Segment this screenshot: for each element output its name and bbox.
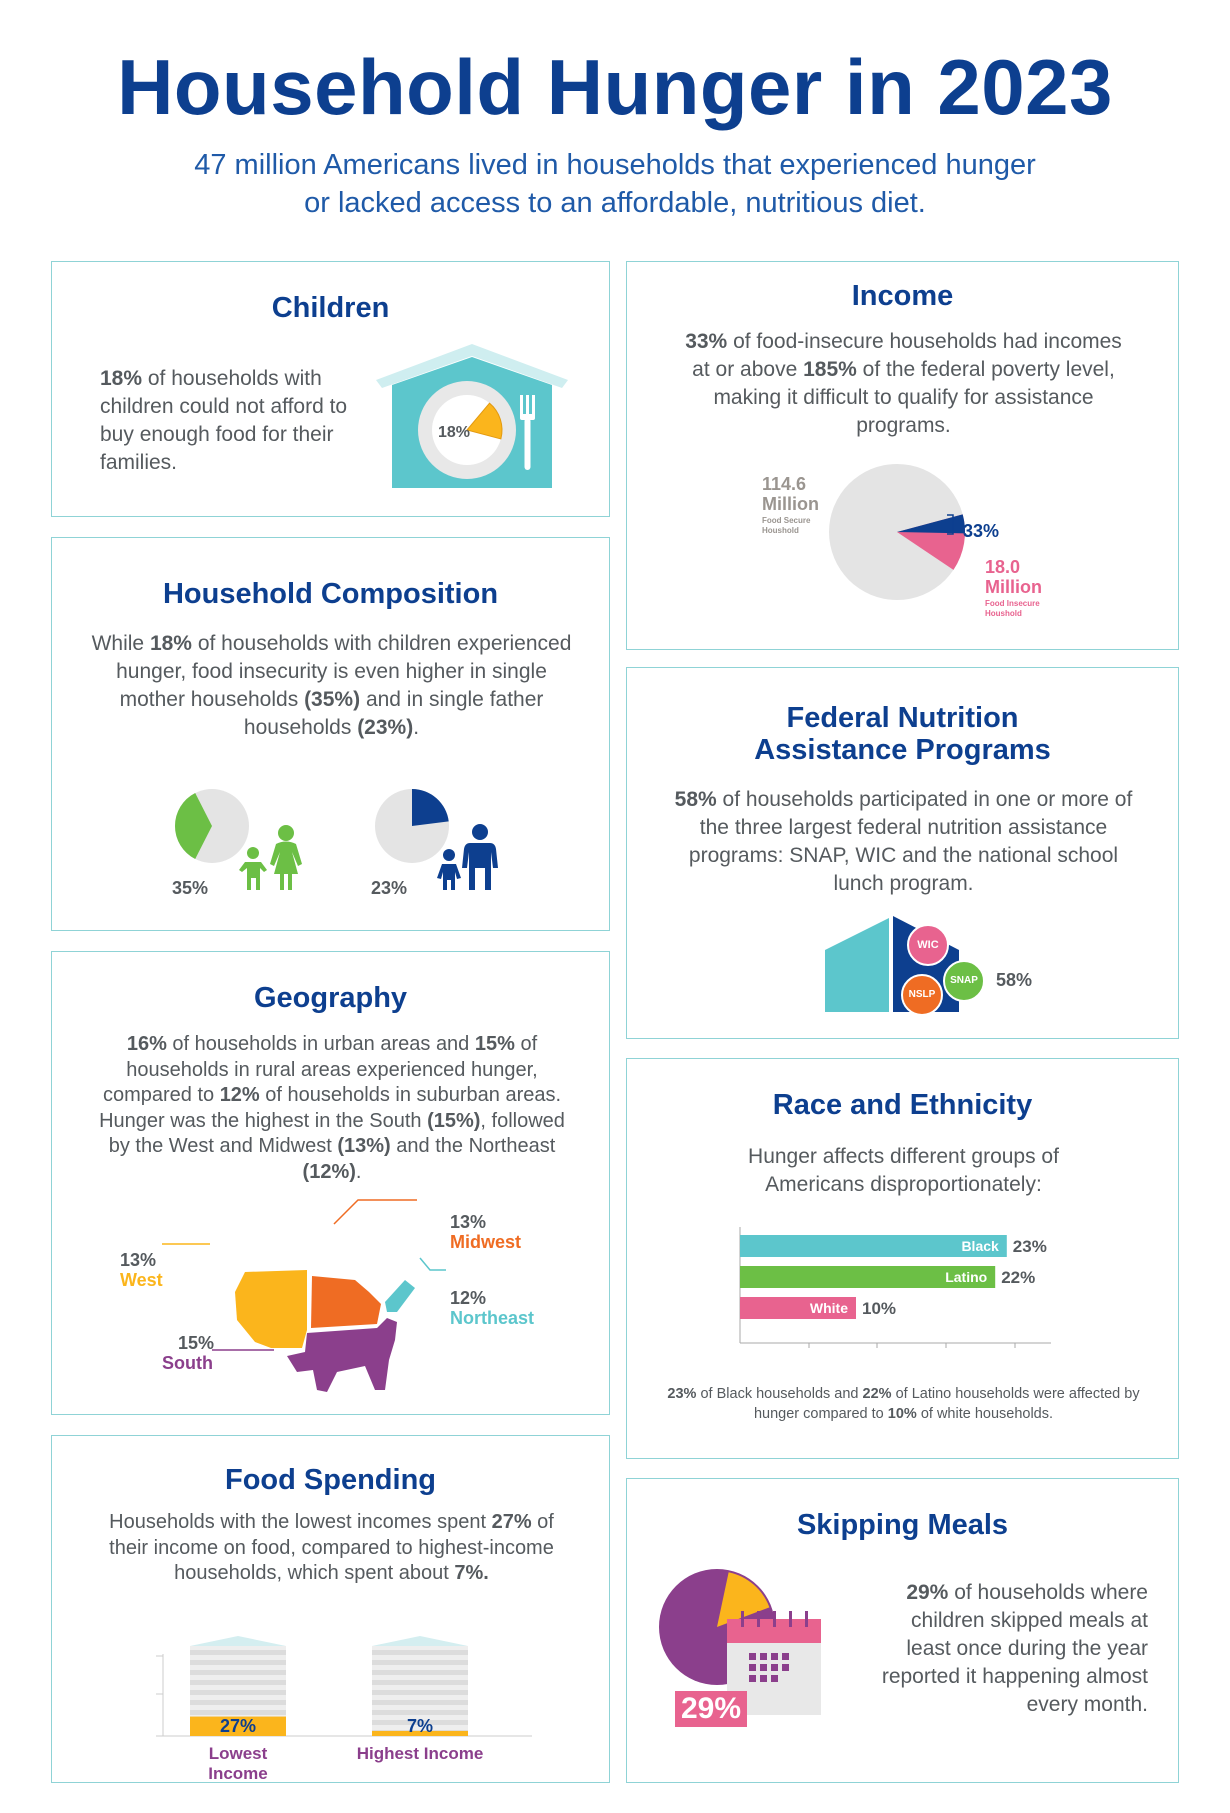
house-roof — [376, 344, 568, 388]
northeast-region — [385, 1280, 415, 1312]
geography-card: Geography 16% of households in urban are… — [51, 951, 610, 1415]
federal-text: 58% of households participated in one or… — [674, 788, 1133, 895]
father-pct-label: 23% — [371, 878, 408, 898]
highest-income-value: 7% — [406, 1716, 433, 1736]
race-card: Race and Ethnicity Hunger affects differ… — [626, 1058, 1179, 1459]
father-child-icon — [437, 824, 498, 890]
race-bar-black — [740, 1235, 1007, 1257]
race-text: Hunger affects different groups of Ameri… — [748, 1145, 1059, 1196]
race-bar-latino — [740, 1266, 996, 1288]
race-bar-value-white: 10% — [862, 1299, 896, 1318]
page-title: Household Hunger in 2023 — [117, 43, 1113, 131]
income-pie-chart — [829, 464, 966, 600]
fork-icon — [520, 395, 535, 470]
composition-title: Household Composition — [162, 578, 499, 610]
nslp-badge: NSLP — [901, 974, 943, 1016]
food-secure-label: 114.6 Million Food Secure Houshold — [762, 474, 819, 535]
income-card: Income 33% of food-insecure households h… — [626, 261, 1179, 650]
spending-chart — [156, 1636, 532, 1737]
federal-title: Federal Nutrition Assistance Programs — [754, 702, 1051, 766]
income-text: 33% of food-insecure households had inco… — [685, 330, 1122, 437]
father-share-slice — [412, 789, 449, 826]
skipping-card: Skipping Meals 29% 29% of households whe… — [626, 1478, 1179, 1783]
skipping-share-slice — [717, 1572, 770, 1627]
mother-pie-chart — [174, 789, 249, 863]
skipping-pie-calendar-icon — [659, 1569, 821, 1715]
calendar-icon — [727, 1611, 821, 1715]
race-note: 23% of Black households and 22% of Latin… — [667, 1386, 1140, 1422]
geography-title: Geography — [253, 982, 408, 1014]
lowest-income-value: 27% — [219, 1716, 257, 1736]
northeast-label: 12% Northeast — [450, 1288, 535, 1328]
mother-share-slice — [174, 793, 212, 859]
highest-income-house — [372, 1636, 468, 1736]
highest-income-label: Highest Income — [356, 1744, 484, 1763]
composition-text: While 18% of households with children ex… — [91, 632, 572, 739]
income-share-label: 33% — [963, 521, 1000, 541]
spending-card: Food Spending Households with the lowest… — [51, 1435, 610, 1783]
race-bar-label-latino: Latino — [945, 1269, 987, 1285]
house-left-section — [825, 918, 889, 1012]
midwest-region — [311, 1276, 381, 1328]
west-label: 13% West — [120, 1250, 163, 1290]
composition-card: Household Composition While 18% of house… — [51, 537, 610, 931]
wic-badge: WIC — [907, 924, 949, 966]
lowest-income-bar — [190, 1716, 286, 1736]
children-card: Children 18% of households with children… — [51, 261, 610, 517]
race-bar-label-white: White — [810, 1300, 848, 1316]
skipping-big-label: 29% — [675, 1691, 748, 1727]
mother-pct-label: 35% — [172, 878, 209, 898]
race-bar-chart: Black 23% Latino 22% White 10% — [739, 1227, 1051, 1348]
children-share-slice — [466, 402, 503, 440]
federal-share-label: 58% — [996, 970, 1033, 990]
skipping-text: 29% of households where children skipped… — [881, 1581, 1148, 1716]
south-label: 15% South — [162, 1333, 215, 1373]
mother-child-icon — [239, 825, 302, 890]
federal-card: Federal Nutrition Assistance Programs 58… — [626, 667, 1179, 1039]
midwest-label: 13% Midwest — [450, 1212, 522, 1252]
south-region — [287, 1318, 397, 1392]
spending-text: Households with the lowest incomes spent… — [109, 1511, 554, 1584]
us-region-map — [235, 1270, 415, 1392]
lowest-income-label: Lowest Income — [208, 1744, 268, 1783]
highest-income-bar — [372, 1730, 468, 1736]
race-bar-value-latino: 22% — [1001, 1268, 1035, 1287]
plate-label: 18% — [438, 424, 470, 441]
race-bar-value-black: 23% — [1013, 1237, 1047, 1256]
skipping-title: Skipping Meals — [796, 1509, 1009, 1541]
children-text: 18% of households with children could no… — [100, 367, 348, 474]
geography-text: 16% of households in urban areas and 15%… — [99, 1033, 565, 1183]
race-bar-white — [740, 1297, 856, 1319]
race-title: Race and Ethnicity — [772, 1089, 1033, 1121]
lowest-income-house — [190, 1636, 286, 1736]
spending-title: Food Spending — [224, 1464, 436, 1496]
page-subtitle: 47 million Americans lived in households… — [194, 149, 1036, 219]
father-pie-chart — [375, 789, 449, 863]
house-plate-icon: 18% — [376, 344, 568, 488]
above-185-hatched-slice — [897, 514, 966, 534]
west-region — [235, 1270, 307, 1348]
race-bar-label-black: Black — [961, 1238, 999, 1254]
children-title: Children — [271, 292, 390, 324]
geo-callout-lines — [162, 1199, 446, 1351]
snap-badge: SNAP — [943, 960, 985, 1002]
income-title: Income — [851, 280, 954, 312]
food-insecure-label: 18.0 Million Food Insecure Houshold — [985, 557, 1042, 618]
